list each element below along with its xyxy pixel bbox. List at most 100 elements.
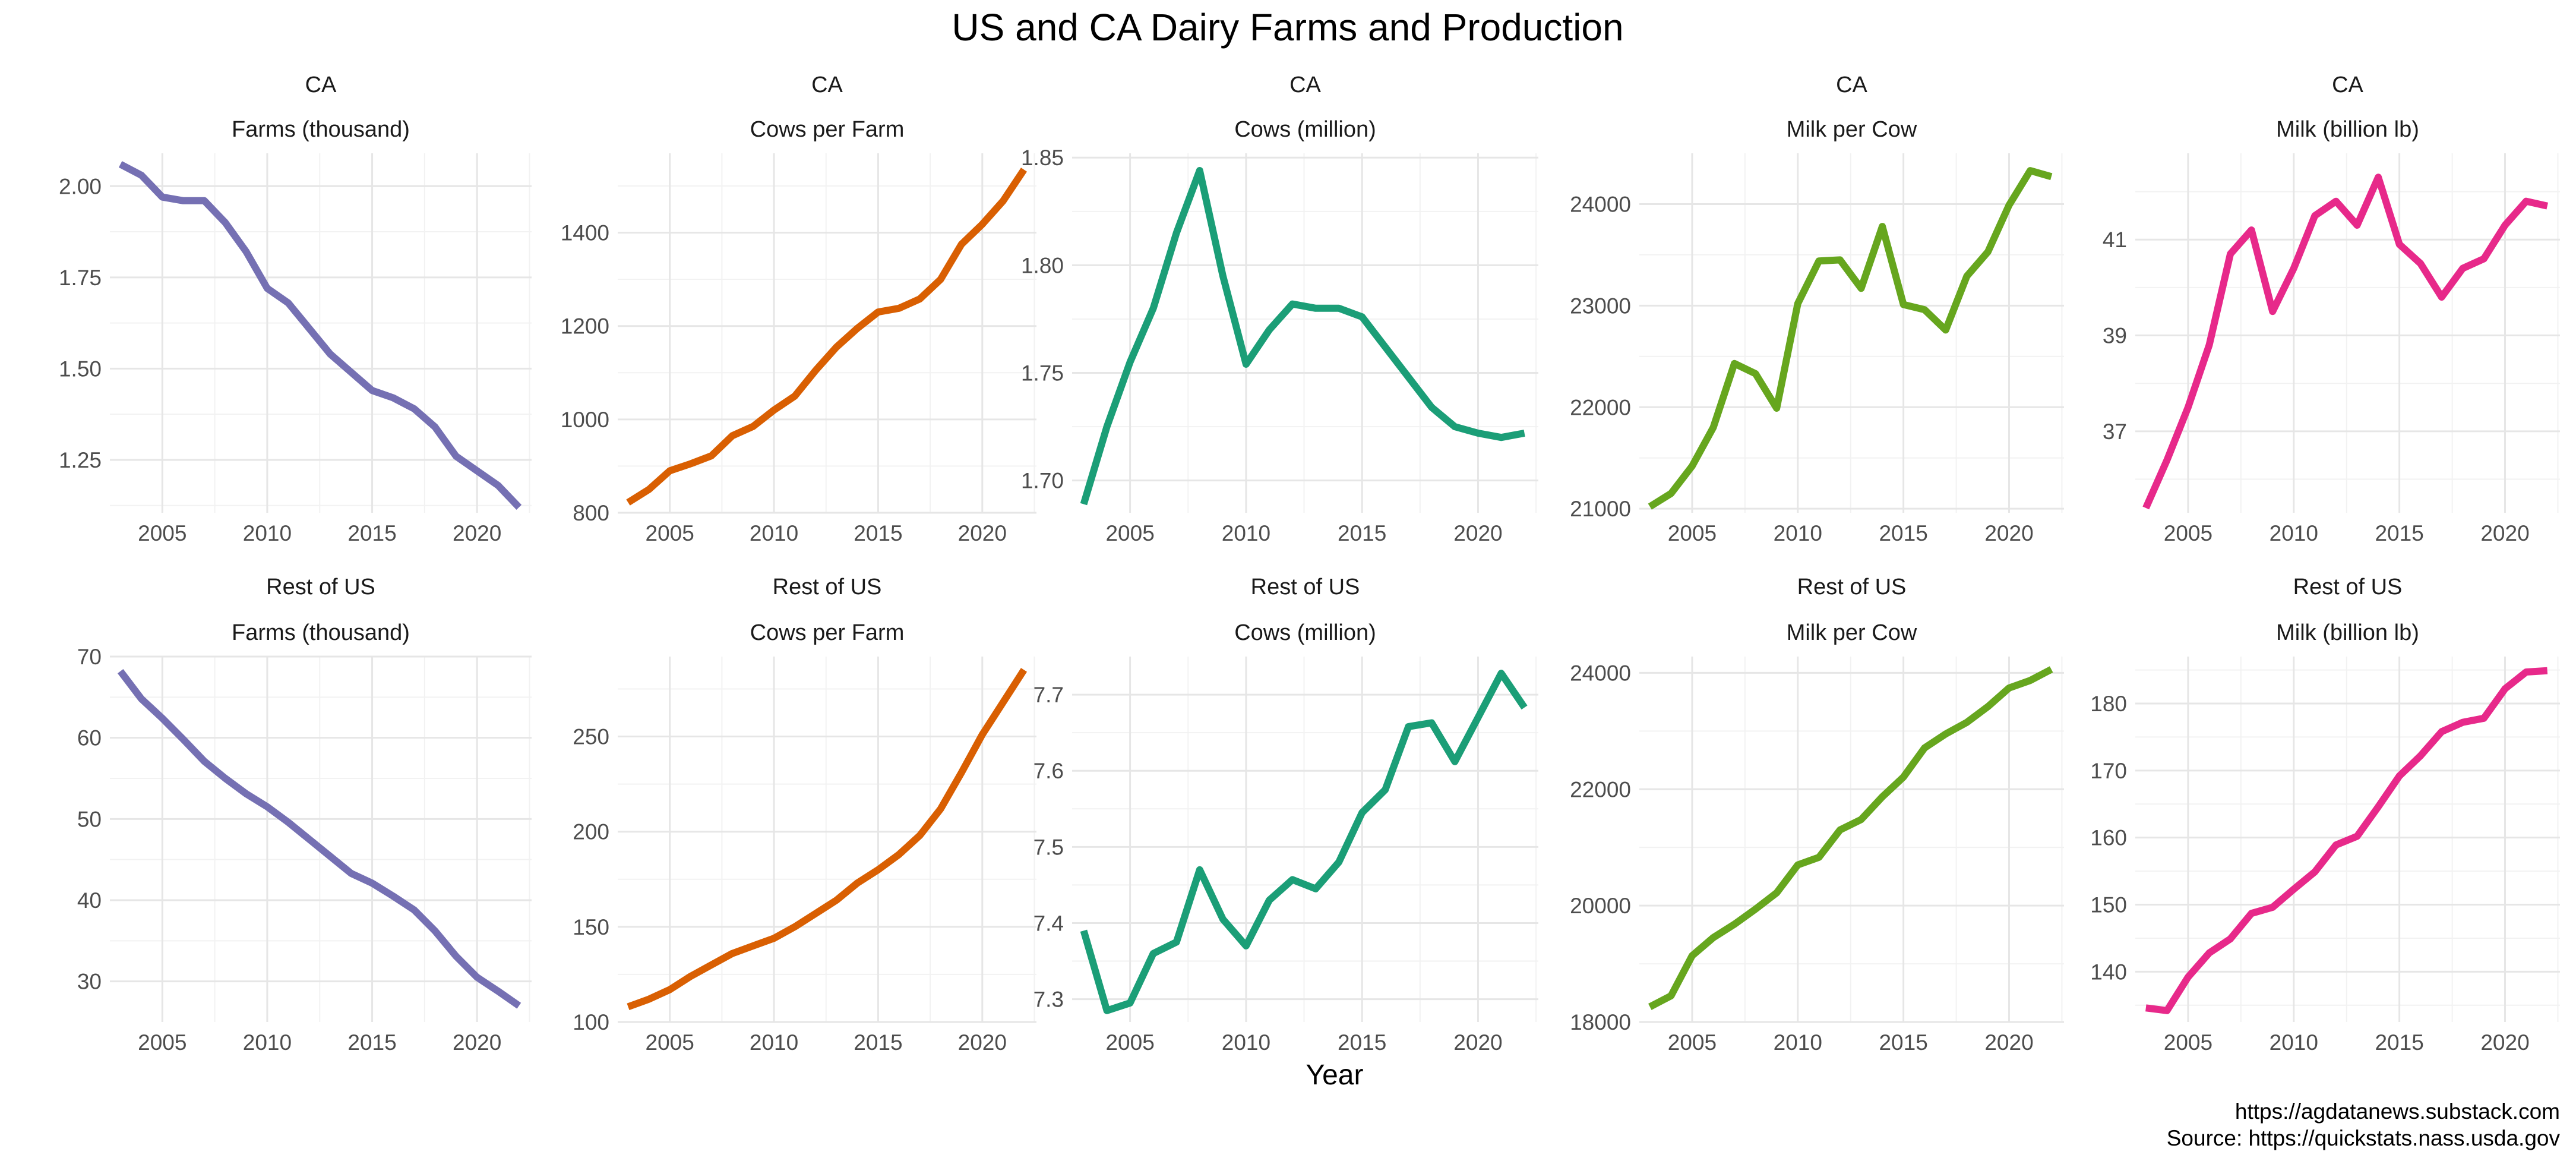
series-line bbox=[1080, 670, 1528, 1014]
y-tick-label: 40 bbox=[77, 888, 102, 913]
y-tick-label: 1.75 bbox=[1021, 361, 1064, 386]
x-axis-label: Year bbox=[1306, 1059, 1364, 1091]
panel-ca-5: 2005 2010 2015 2020 37 39 41 CA Milk (billion lb… bbox=[2103, 72, 2560, 545]
y-tick-label: 2.00 bbox=[59, 174, 102, 198]
facet-region-label: CA bbox=[811, 72, 843, 97]
y-tick-label: 7.5 bbox=[1033, 835, 1064, 859]
facet-region-label: Rest of US bbox=[1251, 575, 1360, 600]
facet-region-label: CA bbox=[2332, 72, 2363, 97]
panel-rest-of-us-4: 2005 2010 2015 2020 18000 20000 22000 24000 Rest… bbox=[1570, 575, 2064, 1055]
y-tick-label: 20000 bbox=[1570, 894, 1631, 918]
y-tick-label: 39 bbox=[2103, 324, 2127, 348]
x-tick-label: 2015 bbox=[347, 1030, 396, 1055]
series-line bbox=[2142, 174, 2549, 510]
caption-line-1: https://agdatanews.substack.com bbox=[2235, 1099, 2560, 1124]
panel-ca-1: 2005 2010 2015 2020 1.25 1.50 1.75 2.00 CA Farms … bbox=[59, 72, 532, 545]
x-tick-label: 2015 bbox=[2375, 521, 2423, 545]
series-line bbox=[2145, 667, 2548, 1014]
x-tick-label: 2005 bbox=[1105, 521, 1154, 545]
x-tick-label: 2015 bbox=[347, 521, 396, 545]
x-tick-label: 2015 bbox=[2375, 1030, 2423, 1055]
x-tick-label: 2020 bbox=[2480, 521, 2529, 545]
y-tick-label: 22000 bbox=[1570, 395, 1631, 419]
y-tick-label: 1.70 bbox=[1021, 469, 1064, 493]
y-tick-label: 30 bbox=[77, 970, 102, 994]
facet-region-label: Rest of US bbox=[2293, 575, 2403, 600]
y-tick-label: 150 bbox=[2090, 893, 2127, 917]
y-tick-label: 21000 bbox=[1570, 497, 1631, 521]
x-tick-label: 2010 bbox=[1774, 1030, 1822, 1055]
x-tick-label: 2005 bbox=[2164, 521, 2212, 545]
y-tick-label: 7.4 bbox=[1033, 911, 1064, 935]
panel-ca-4: 2005 2010 2015 2020 21000 22000 23000 24000 CA Mi… bbox=[1570, 72, 2064, 545]
x-tick-label: 2015 bbox=[854, 521, 902, 545]
facet-metric-label: Milk per Cow bbox=[1787, 620, 1917, 645]
facet-region-label: CA bbox=[1289, 72, 1321, 97]
series-line bbox=[1648, 167, 2053, 510]
y-tick-label: 7.7 bbox=[1033, 683, 1064, 707]
x-tick-label: 2020 bbox=[1984, 521, 2033, 545]
y-tick-label: 160 bbox=[2090, 826, 2127, 850]
x-tick-label: 2015 bbox=[1338, 521, 1386, 545]
x-tick-label: 2005 bbox=[1105, 1030, 1154, 1055]
facet-region-label: CA bbox=[305, 72, 337, 97]
y-tick-label: 24000 bbox=[1570, 661, 1631, 685]
y-tick-label: 180 bbox=[2090, 692, 2127, 716]
facet-metric-label: Farms (thousand) bbox=[232, 620, 410, 645]
y-tick-label: 800 bbox=[573, 501, 609, 525]
y-tick-label: 7.3 bbox=[1033, 988, 1064, 1012]
series-line bbox=[1648, 666, 2053, 1010]
y-tick-label: 1.25 bbox=[59, 448, 102, 472]
x-tick-label: 2010 bbox=[1222, 1030, 1270, 1055]
y-tick-label: 7.6 bbox=[1033, 759, 1064, 783]
x-tick-label: 2010 bbox=[1222, 521, 1270, 545]
x-tick-label: 2015 bbox=[1879, 521, 1927, 545]
x-tick-label: 2005 bbox=[138, 521, 187, 545]
series-line bbox=[627, 668, 1028, 1011]
y-tick-label: 150 bbox=[573, 915, 609, 939]
x-tick-label: 2010 bbox=[2270, 521, 2318, 545]
series-line bbox=[118, 161, 522, 510]
x-tick-label: 2010 bbox=[2270, 1030, 2318, 1055]
x-tick-label: 2010 bbox=[750, 521, 798, 545]
x-tick-label: 2015 bbox=[1338, 1030, 1386, 1055]
y-tick-label: 1.50 bbox=[59, 357, 102, 381]
x-tick-label: 2015 bbox=[1879, 1030, 1927, 1055]
facet-metric-label: Milk per Cow bbox=[1787, 117, 1917, 142]
panel-ca-2: 2005 2010 2015 2020 800 1000 1200 1400 CA Cows pe… bbox=[561, 72, 1036, 545]
y-tick-label: 23000 bbox=[1570, 294, 1631, 318]
y-tick-label: 60 bbox=[77, 726, 102, 750]
x-tick-label: 2020 bbox=[1984, 1030, 2033, 1055]
y-tick-label: 18000 bbox=[1570, 1010, 1631, 1034]
y-tick-label: 1400 bbox=[561, 221, 609, 245]
x-tick-label: 2005 bbox=[138, 1030, 187, 1055]
panel-rest-of-us-3: 2005 2010 2015 2020 7.3 7.4 7.5 7.6 7.7 Rest of U… bbox=[1033, 575, 1538, 1055]
facet-region-label: Rest of US bbox=[1797, 575, 1907, 600]
x-tick-label: 2010 bbox=[1774, 521, 1822, 545]
y-tick-label: 24000 bbox=[1570, 192, 1631, 216]
series-line bbox=[626, 168, 1027, 506]
y-tick-label: 37 bbox=[2103, 419, 2127, 444]
y-tick-label: 22000 bbox=[1570, 777, 1631, 802]
facet-metric-label: Milk (billion lb) bbox=[2276, 117, 2419, 142]
x-tick-label: 2020 bbox=[1453, 1030, 1502, 1055]
panel-rest-of-us-5: 2005 2010 2015 2020 140 150 160 170 180 Rest of U… bbox=[2090, 575, 2560, 1055]
panels: 2005 2010 2015 2020 1.25 1.50 1.75 2.00 CA Farms … bbox=[59, 72, 2560, 1055]
y-tick-label: 1000 bbox=[561, 408, 609, 432]
x-tick-label: 2020 bbox=[1453, 521, 1502, 545]
facet-metric-label: Cows per Farm bbox=[750, 620, 905, 645]
x-tick-label: 2005 bbox=[2164, 1030, 2212, 1055]
y-tick-label: 250 bbox=[573, 725, 609, 749]
facet-metric-label: Cows (million) bbox=[1234, 620, 1376, 645]
facet-metric-label: Farms (thousand) bbox=[232, 117, 410, 142]
facet-metric-label: Milk (billion lb) bbox=[2276, 620, 2419, 645]
y-tick-label: 1.75 bbox=[59, 266, 102, 290]
panel-rest-of-us-2: 2005 2010 2015 2020 100 150 200 250 Rest of US Co… bbox=[573, 575, 1036, 1055]
x-tick-label: 2010 bbox=[750, 1030, 798, 1055]
x-tick-label: 2005 bbox=[646, 1030, 694, 1055]
x-tick-label: 2005 bbox=[1668, 521, 1717, 545]
x-tick-label: 2005 bbox=[646, 521, 694, 545]
x-tick-label: 2020 bbox=[453, 1030, 501, 1055]
x-tick-label: 2010 bbox=[243, 1030, 292, 1055]
